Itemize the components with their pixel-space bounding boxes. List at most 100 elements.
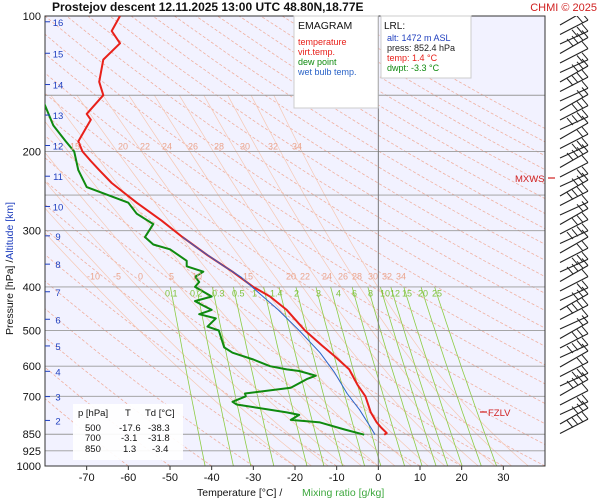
mixing-ratio-label: 8 xyxy=(368,288,373,298)
altitude-tick-label: 9 xyxy=(55,232,60,243)
wind-barb xyxy=(559,126,589,149)
wind-barb xyxy=(559,326,589,349)
mixing-ratio-label: 0.5 xyxy=(232,288,245,298)
wind-barb xyxy=(559,183,589,206)
theta-label-lower: 15 xyxy=(243,271,253,281)
altitude-tick-label: 15 xyxy=(53,49,64,60)
mixing-ratio-label: 20 xyxy=(418,288,428,298)
altitude-tick-label: 11 xyxy=(53,172,63,183)
x-tick-label: -10 xyxy=(329,472,345,484)
x-tick-label: 30 xyxy=(497,472,509,484)
y-tick-label: 600 xyxy=(23,361,41,373)
wind-barb xyxy=(559,308,589,330)
altitude-tick-label: 14 xyxy=(53,81,64,92)
lrl-temp: temp: 1.4 °C xyxy=(387,53,438,63)
altitude-tick-label: 8 xyxy=(55,260,60,271)
wind-barb xyxy=(559,172,589,197)
theta-label-upper: 34 xyxy=(292,141,302,151)
wind-barb xyxy=(559,155,589,178)
mxws-marker: MXWS xyxy=(515,174,555,185)
legend-wet-bulb: wet bulb temp. xyxy=(297,67,357,77)
wind-barb xyxy=(559,269,589,292)
wind-barb xyxy=(559,286,589,311)
y-tick-label: 850 xyxy=(23,429,41,441)
mixing-ratio-label: 2 xyxy=(294,288,299,298)
mixing-ratio-label: 1.4 xyxy=(270,288,283,298)
lrl-title: LRL: xyxy=(384,21,405,32)
wind-barb xyxy=(559,337,589,359)
theta-label-upper: 24 xyxy=(162,141,172,151)
moist-adiabat-line xyxy=(45,180,329,466)
altitude-tick-label: 6 xyxy=(55,315,60,326)
wind-barb xyxy=(559,223,589,245)
wind-barb xyxy=(559,137,589,159)
altitude-tick-label: 3 xyxy=(55,393,60,404)
y-axis-title: Pressure [hPa] /Altitude [km] xyxy=(4,202,16,335)
altitude-tick-label: 12 xyxy=(53,142,64,153)
wind-barb xyxy=(559,201,589,225)
mixing-ratio-label: 25 xyxy=(432,288,442,298)
y-tick-label: 200 xyxy=(23,146,41,158)
table-header-td: Td [°C] xyxy=(145,408,175,419)
legend-virt-temp: virt.temp. xyxy=(298,47,335,57)
moist-adiabat-line xyxy=(50,94,379,466)
altitude-tick-label: 7 xyxy=(55,288,60,299)
dry-adiabat-line xyxy=(45,113,545,445)
mixing-ratio-label: 0.1 xyxy=(165,288,178,298)
theta-label-lower: 22 xyxy=(300,271,310,281)
legend-dew-point: dew point xyxy=(298,57,337,67)
table-row-850-td: -3.4 xyxy=(152,444,168,455)
wind-barb xyxy=(559,383,589,406)
y-tick-label: 500 xyxy=(23,326,41,338)
y-tick-label: 925 xyxy=(23,446,41,458)
y-axis-title-pressure: Pressure [hPa] / xyxy=(4,260,16,335)
altitude-tick-label: 5 xyxy=(55,342,60,353)
wind-barb xyxy=(559,115,589,140)
mixing-ratio-label: 0.2 xyxy=(190,288,203,298)
theta-label-lower: 0 xyxy=(138,271,143,281)
table-row-850-t: 1.3 xyxy=(123,444,136,455)
wind-barb xyxy=(559,411,589,434)
theta-label-lower: 30 xyxy=(368,271,378,281)
table-row-500-td: -38.3 xyxy=(148,423,170,434)
wind-barb xyxy=(559,343,589,368)
moist-adiabat-line xyxy=(45,120,362,466)
mixing-ratio-label: 1 xyxy=(252,288,257,298)
theta-label-lower: 32 xyxy=(382,271,392,281)
theta-label-upper: 26 xyxy=(188,141,198,151)
mixing-ratio-label: 0.3 xyxy=(212,288,225,298)
table-row-700-p: 700 xyxy=(85,433,101,444)
table-row-500-t: -17.6 xyxy=(119,423,141,434)
wind-barb xyxy=(559,30,589,54)
mixing-ratio-label: 15 xyxy=(402,288,412,298)
wind-barb xyxy=(559,41,589,64)
wind-barb xyxy=(559,52,589,74)
lrl-press: press: 852.4 hPa xyxy=(387,43,455,53)
theta-label-upper: 30 xyxy=(240,141,250,151)
moist-adiabat-line xyxy=(45,207,312,466)
summary-table: p [hPa] T Td [°C] 500 -17.6 -38.3 700 -3… xyxy=(73,404,183,460)
y-tick-label: 700 xyxy=(23,391,41,403)
wind-barb xyxy=(559,365,589,387)
table-header-t: T xyxy=(125,408,131,419)
y-tick-label: 100 xyxy=(23,11,41,23)
theta-label-lower: 10 xyxy=(192,271,202,281)
wind-barb xyxy=(559,166,589,188)
altitude-tick-label: 13 xyxy=(53,111,64,122)
dry-adiabat-line xyxy=(45,336,212,466)
moist-adiabat-line xyxy=(227,95,496,466)
theta-label-upper: 32 xyxy=(268,141,278,151)
x-tick-label: -70 xyxy=(79,472,95,484)
moist-adiabat-line xyxy=(154,95,446,466)
wind-barb xyxy=(559,212,589,235)
series-dew-point-line xyxy=(45,102,365,436)
mixing-ratio-label: 10 xyxy=(380,288,390,298)
y-tick-label: 400 xyxy=(23,282,41,294)
theta-label-lower: 24 xyxy=(322,271,332,281)
theta-label-lower: 28 xyxy=(352,271,362,281)
wind-barb xyxy=(559,58,589,83)
theta-label-lower: 5 xyxy=(169,271,174,281)
mxws-label: MXWS xyxy=(515,174,545,185)
wind-barb xyxy=(559,16,589,35)
wind-barb xyxy=(559,98,589,121)
